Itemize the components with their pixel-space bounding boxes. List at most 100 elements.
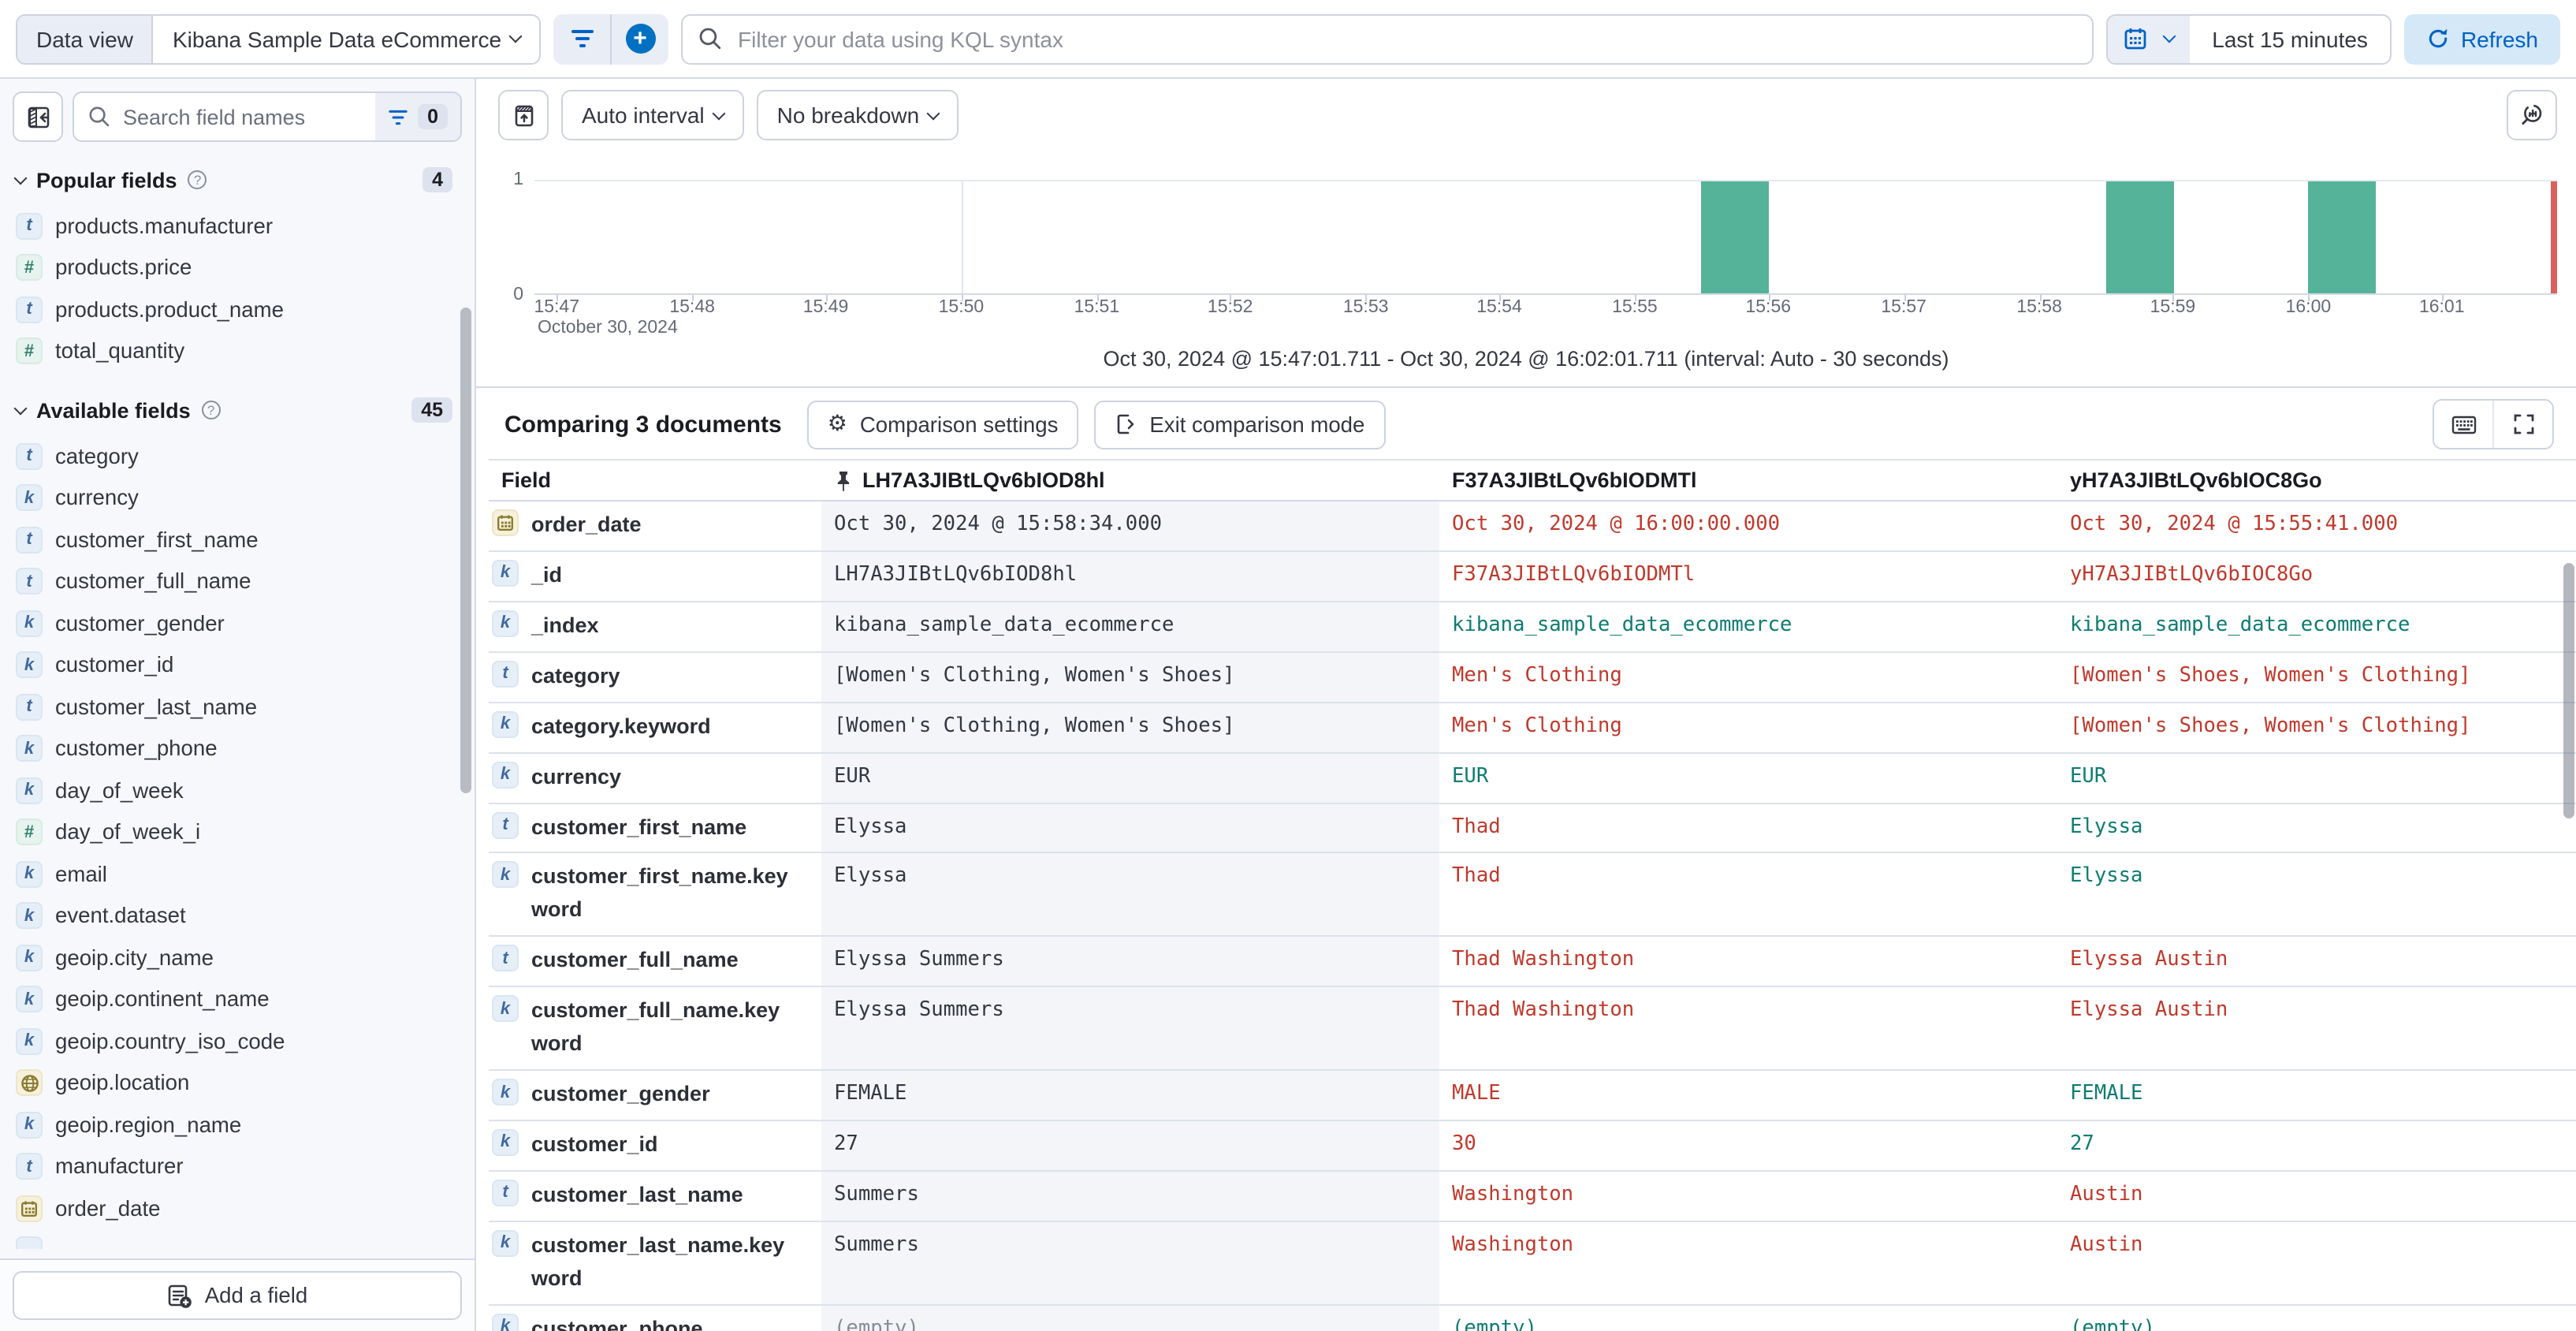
field-item[interactable]: # products.price	[13, 247, 462, 289]
geo-point-field-icon	[20, 1074, 38, 1092]
field-item[interactable]: order_date	[13, 1187, 462, 1229]
field-item[interactable]: k email	[13, 853, 462, 895]
time-range-value[interactable]: Last 15 minutes	[2190, 15, 2390, 62]
doc-value: Men's Clothing	[1452, 714, 1622, 738]
doc-value: F37A3JIBtLQv6bIODMTl	[1452, 562, 1696, 587]
x-axis-tick-label: 15:56	[1745, 298, 1792, 317]
doc-value: Elyssa	[821, 803, 1439, 852]
field-item[interactable]: k geoip.city_name	[13, 937, 462, 979]
field-item[interactable]: k event.dataset	[13, 895, 462, 937]
field-item[interactable]: # total_quantity	[13, 330, 462, 372]
field-item[interactable]: k geoip.region_name	[13, 1104, 462, 1146]
field-name: customer_last_name.keyword	[531, 1232, 785, 1290]
doc-value: EUR	[2070, 764, 2107, 789]
histogram-bar[interactable]	[1701, 181, 1769, 293]
field-item[interactable]: k customer_id	[13, 644, 462, 686]
doc-value: (empty)	[2070, 1316, 2155, 1331]
keyword-field-icon: k	[16, 651, 43, 679]
doc-value: kibana_sample_data_ecommerce	[821, 602, 1439, 651]
text-field-icon: t	[492, 1179, 519, 1206]
field-cell[interactable]: k customer_full_name.keyword	[489, 987, 821, 1070]
field-item[interactable]: k geoip.country_iso_code	[13, 1020, 462, 1062]
field-item[interactable]: t customer_last_name	[13, 686, 462, 728]
x-axis-tick-label: 15:59	[2150, 298, 2196, 317]
keyboard-shortcuts-button[interactable]	[2434, 401, 2492, 448]
data-view-selector[interactable]: Kibana Sample Data eCommerce	[151, 15, 540, 62]
field-cell[interactable]: k customer_last_name.keyword	[489, 1221, 821, 1304]
field-item[interactable]: k currency	[13, 477, 462, 519]
field-item[interactable]: k geoip.continent_name	[13, 979, 462, 1020]
field-search: 0	[73, 91, 462, 142]
field-item-label: day_of_week_i	[55, 820, 201, 844]
document-column-header[interactable]: LH7A3JIBtLQv6bIOD8hl	[821, 460, 1439, 500]
field-item[interactable]: # day_of_week_i	[13, 811, 462, 853]
field-cell[interactable]: t customer_first_name	[489, 803, 821, 852]
popular-fields-header[interactable]: Popular fields 4	[13, 167, 462, 192]
exit-comparison-button[interactable]: Exit comparison mode	[1094, 400, 1386, 449]
field-item[interactable]: t customer_first_name	[13, 519, 462, 561]
available-fields-header[interactable]: Available fields 45	[13, 397, 462, 423]
grid-display-controls	[2433, 399, 2554, 449]
date-picker-button[interactable]	[2108, 15, 2191, 62]
field-item[interactable]: t category	[13, 435, 462, 477]
field-cell[interactable]: k _index	[489, 602, 821, 651]
refresh-button[interactable]: Refresh	[2403, 13, 2560, 64]
field-name: customer_last_name	[531, 1182, 743, 1206]
comparison-header: Comparing 3 documents ⚙ Comparison setti…	[476, 388, 2576, 459]
histogram-bar[interactable]	[2105, 181, 2174, 293]
histogram-plot-area[interactable]	[534, 180, 2557, 295]
field-search-input[interactable]	[120, 103, 376, 130]
add-filter-button[interactable]	[612, 13, 668, 64]
field-cell[interactable]: k category.keyword	[489, 703, 821, 752]
field-cell[interactable]: k customer_phone	[489, 1305, 821, 1331]
interval-select[interactable]: Auto interval	[561, 90, 744, 140]
edit-visualization-button[interactable]	[2507, 90, 2557, 140]
collapse-sidebar-button[interactable]	[13, 91, 63, 142]
field-item[interactable]: t products.product_name	[13, 289, 462, 330]
histogram-chart[interactable]: 1 0 15:47 15:48 15:49 15:50 15:51 15:52 15:53 15…	[513, 155, 2557, 337]
field-item[interactable]: geoip.location	[13, 1062, 462, 1104]
field-list-scroll-area[interactable]: Popular fields 4 t products.manufacturer #…	[0, 148, 475, 1258]
section-title: Available fields	[36, 398, 191, 422]
field-cell[interactable]: t customer_full_name	[489, 937, 821, 986]
kql-search-input[interactable]	[735, 24, 2077, 53]
field-item[interactable]: k day_of_week	[13, 770, 462, 811]
field-filters-button[interactable]: 0	[375, 93, 460, 140]
field-cell[interactable]: k customer_gender	[489, 1071, 821, 1120]
fullscreen-button[interactable]	[2494, 401, 2552, 448]
document-column-header[interactable]: yH7A3JIBtLQv6bIOC8Go	[2057, 460, 2576, 500]
collapse-panel-icon	[27, 106, 49, 128]
field-filter-count-badge: 0	[418, 104, 448, 129]
field-item[interactable]: t manufacturer	[13, 1146, 462, 1187]
filter-icon[interactable]	[553, 13, 610, 64]
field-item[interactable]: k customer_gender	[13, 602, 462, 644]
field-cell[interactable]: k currency	[489, 753, 821, 803]
table-scrollbar[interactable]	[2563, 563, 2574, 818]
add-field-button[interactable]: Add a field	[13, 1271, 462, 1320]
doc-value: Elyssa Austin	[2070, 948, 2228, 972]
chart-options-button[interactable]	[498, 90, 549, 140]
histogram-bar[interactable]	[2308, 181, 2376, 293]
field-name: customer_id	[531, 1132, 658, 1156]
document-column-header[interactable]: F37A3JIBtLQv6bIODMTl	[1439, 460, 2057, 500]
field-item[interactable]: k customer_phone	[13, 728, 462, 770]
field-item[interactable]: t customer_full_name	[13, 561, 462, 602]
field-cell[interactable]: k _id	[489, 551, 821, 601]
doc-value: Oct 30, 2024 @ 15:58:34.000	[821, 501, 1439, 550]
x-axis-tick-label: 15:54	[1476, 298, 1522, 317]
table-row: k customer_last_name.keyword Summers Washin…	[489, 1221, 2576, 1306]
sidebar-scrollbar[interactable]	[460, 308, 471, 793]
field-cell[interactable]: order_date	[489, 501, 821, 550]
field-cell[interactable]: k customer_id	[489, 1120, 821, 1170]
comparison-settings-button[interactable]: ⚙ Comparison settings	[806, 400, 1079, 449]
text-field-icon: t	[16, 526, 43, 554]
field-cell[interactable]: t customer_last_name	[489, 1171, 821, 1221]
field-cell[interactable]: t category	[489, 652, 821, 702]
field-item[interactable]: t products.manufacturer	[13, 205, 462, 247]
breakdown-select[interactable]: No breakdown	[756, 90, 959, 140]
filter-icon	[389, 109, 408, 125]
field-cell[interactable]: k customer_first_name.keyword	[489, 853, 821, 936]
field-item-label: total_quantity	[55, 339, 185, 364]
doc-value: Washington	[1452, 1182, 1574, 1206]
doc-value: Thad	[1452, 815, 1501, 839]
